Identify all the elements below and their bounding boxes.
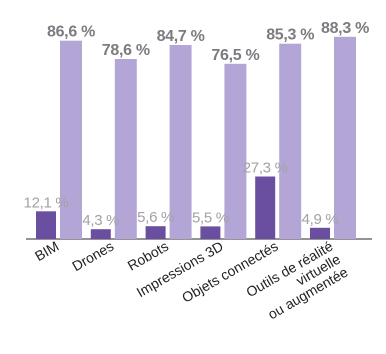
bar-series1-4 [255,176,276,239]
category-label-4: Objets connectés [179,238,281,306]
value-label-series2-2: 84,7 % [157,28,205,45]
bar-series2-4 [279,43,302,240]
bars-group [36,36,356,240]
value-label-series2-4: 85,3 % [266,27,314,44]
bar-series2-1 [114,59,137,239]
bar-series1-0 [36,211,56,239]
bar-series1-3 [200,226,221,239]
value-label-series2-3: 76,5 % [211,47,259,64]
bar-series1-5 [310,227,330,239]
bar-series2-0 [60,40,82,240]
value-label-series2-1: 78,6 % [102,42,150,59]
value-label-series1-2: 5,6 % [137,209,174,226]
value-label-series1-3: 5,5 % [192,209,229,226]
value-labels-group: 12,1 % 86,6 % 4,3 % 78,6 % 5,6 % 84,7 % 5,5 % 7… [24,20,370,229]
bar-series1-2 [145,226,166,239]
bar-series2-3 [224,63,247,239]
bar-series2-5 [334,36,356,239]
bar-series1-1 [90,229,111,239]
category-label-1: Drones [69,238,116,274]
value-label-series2-0: 86,6 % [47,24,95,41]
value-label-series1-4: 27,3 % [243,160,288,177]
bar-series2-2 [169,45,192,239]
category-label-0: BIM [32,238,62,264]
value-label-series1-5: 4,9 % [302,211,339,228]
value-label-series2-5: 88,3 % [321,20,369,37]
value-label-series1-0: 12,1 % [24,194,69,211]
value-label-series1-1: 4,3 % [82,212,119,229]
